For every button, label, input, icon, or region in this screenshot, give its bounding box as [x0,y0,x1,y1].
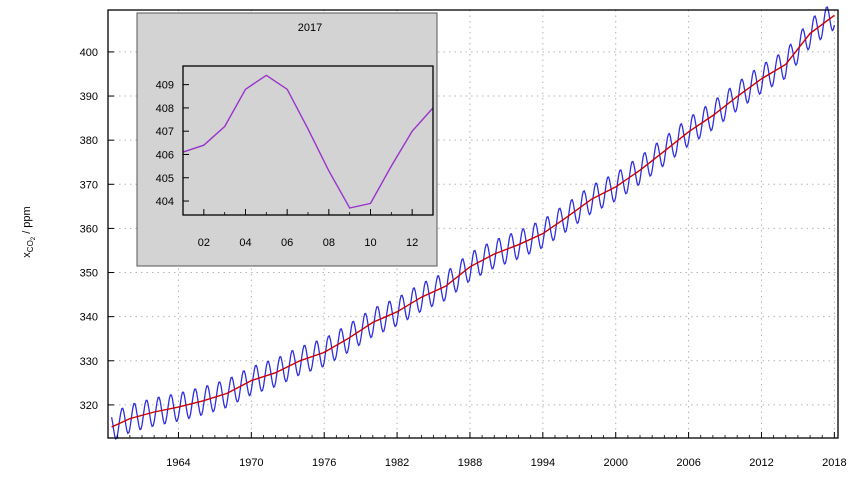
inset-y-tick-label-409: 409 [156,80,174,92]
x-tick-label-2012: 2012 [749,457,773,469]
y-axis-title: xCO2 / ppm [21,206,37,257]
inset-x-tick-label-2: 02 [198,237,210,249]
x-tick-label-1994: 1994 [531,457,555,469]
inset-x-tick-label-6: 06 [281,237,293,249]
main-axis-ticks: 1964 1970 1976 1982 1988 1994 2000 2006 2012 2018… [80,47,847,469]
inset-y-tick-label-405: 405 [156,173,174,185]
y-axis-title-subscript-2: 2 [31,236,37,240]
y-tick-label-370: 370 [80,179,98,191]
inset-plot-area [183,66,433,215]
inset-y-tick-label-407: 407 [156,126,174,138]
inset-panel: 2017 02 04 06 08 10 12 404 405 406 407 408 409 [136,12,438,267]
x-tick-label-1964: 1964 [166,457,190,469]
monthly-co2-series-line [110,6,836,440]
y-tick-label-400: 400 [80,47,98,59]
x-tick-label-1970: 1970 [239,457,263,469]
inset-y-tick-label-408: 408 [156,103,174,115]
y-tick-label-360: 360 [80,223,98,235]
inset-y-tick-label-406: 406 [156,149,174,161]
y-axis-title-symbol: x [21,252,33,258]
inset-x-tick-label-4: 04 [239,237,251,249]
inset-title: 2017 [298,22,322,34]
inset-2017-series-line [182,74,434,209]
inset-x-tick-label-12: 12 [406,237,418,249]
y-axis-title-subscript: CO [26,240,35,252]
y-axis-title-unit: / ppm [21,206,33,237]
main-plot-frame [107,9,839,439]
x-tick-label-2018: 2018 [822,457,846,469]
inset-x-tick-label-10: 10 [364,237,376,249]
x-tick-label-1982: 1982 [385,457,409,469]
x-tick-label-1988: 1988 [458,457,482,469]
inset-axis-ticks: 02 04 06 08 10 12 404 405 406 407 408 409 [156,80,434,249]
y-tick-label-320: 320 [80,400,98,412]
main-series-group [110,6,836,440]
inset-y-tick-label-404: 404 [156,196,174,208]
trend-co2-series-line [111,14,835,428]
y-tick-label-380: 380 [80,135,98,147]
x-tick-label-1976: 1976 [312,457,336,469]
y-tick-label-330: 330 [80,356,98,368]
y-tick-label-390: 390 [80,91,98,103]
x-tick-label-2000: 2000 [603,457,627,469]
x-tick-label-2006: 2006 [676,457,700,469]
y-tick-label-340: 340 [80,312,98,324]
y-tick-label-350: 350 [80,268,98,280]
inset-x-tick-label-8: 08 [323,237,335,249]
inset-series-group [182,74,434,209]
